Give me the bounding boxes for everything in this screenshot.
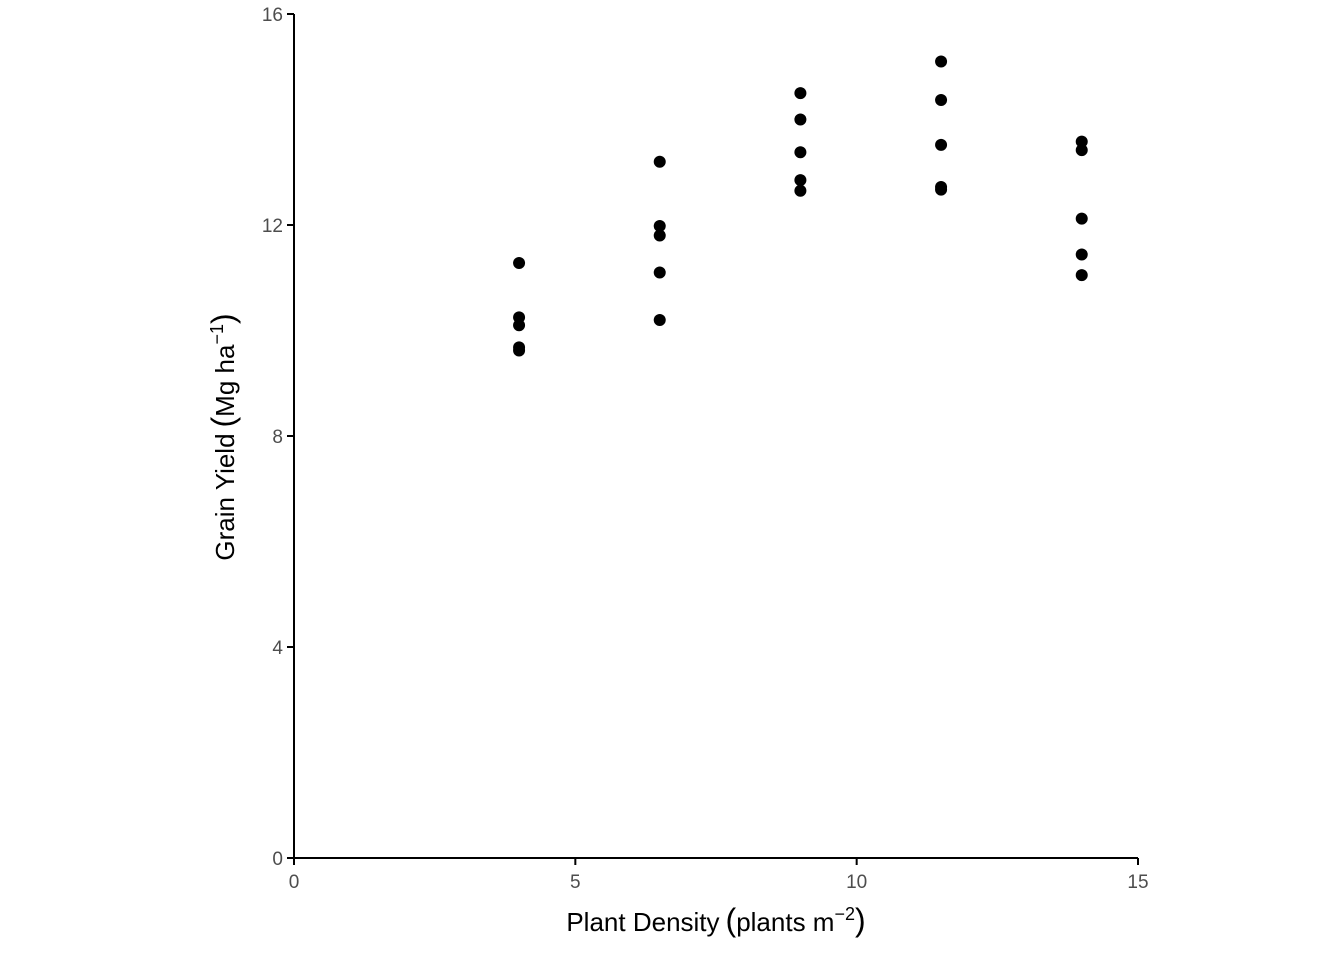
y-axis-title-exponent: −1 <box>207 324 227 345</box>
data-point <box>653 220 666 233</box>
x-axis-title-unit: plants m <box>736 907 834 937</box>
x-tick-label: 15 <box>1127 872 1148 893</box>
data-point <box>1075 135 1088 148</box>
y-tick-label: 4 <box>272 638 283 659</box>
data-point <box>935 55 948 68</box>
data-point <box>794 87 807 100</box>
y-axis-title: Grain Yield(Mg ha−1) <box>205 313 241 560</box>
data-point <box>935 138 948 151</box>
data-point <box>653 155 666 168</box>
data-point <box>794 174 807 187</box>
data-point <box>1075 269 1088 282</box>
data-point <box>1075 212 1088 225</box>
data-point <box>513 319 526 332</box>
x-axis-title: Plant Density (plants m−2) <box>566 902 865 938</box>
data-point <box>794 184 807 197</box>
data-point <box>935 183 948 196</box>
x-tick-label: 5 <box>570 872 581 893</box>
data-point <box>513 256 526 269</box>
data-point <box>653 313 666 326</box>
y-axis-title-main: Grain Yield <box>210 433 240 560</box>
data-points <box>513 55 1088 357</box>
data-point <box>513 344 526 357</box>
ticks: 0 5 10 15 0 4 8 12 16 <box>262 5 1149 893</box>
x-tick-label: 0 <box>289 872 300 893</box>
x-axis-title-main: Plant Density <box>566 907 719 937</box>
data-point <box>653 266 666 279</box>
y-axis-title-unit: Mg ha <box>210 344 240 417</box>
data-point <box>935 93 948 106</box>
y-tick-label: 16 <box>262 5 283 26</box>
x-axis-title-exponent: −2 <box>834 904 855 924</box>
y-tick-label: 8 <box>272 427 283 448</box>
axes <box>293 14 1138 859</box>
data-point <box>794 146 807 159</box>
data-point <box>653 229 666 242</box>
y-tick-label: 12 <box>262 216 283 237</box>
data-point <box>794 113 807 126</box>
y-tick-label: 0 <box>272 849 283 870</box>
data-point <box>1075 248 1088 261</box>
x-tick-label: 10 <box>846 872 867 893</box>
data-point <box>1075 144 1088 157</box>
